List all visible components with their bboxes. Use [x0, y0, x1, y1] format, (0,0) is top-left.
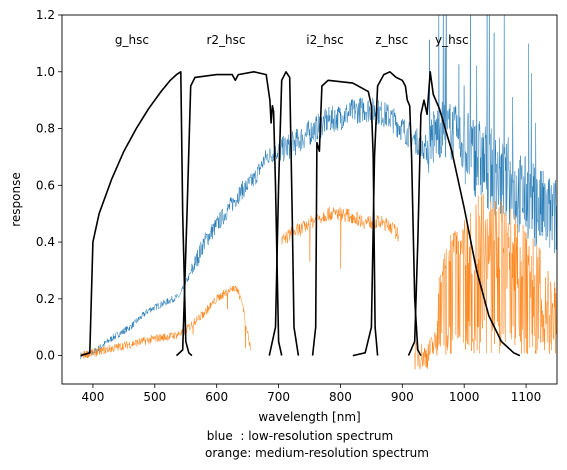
x-tick-label: 1100	[511, 390, 542, 404]
y-tick-label: 0.2	[36, 292, 55, 306]
y-axis-label: response	[9, 172, 23, 227]
y-axis-ticks: 0.0 0.2 0.4 0.6 0.8 1.0 1.2	[36, 8, 62, 363]
axes	[61, 14, 558, 385]
medium-resolution-series-1	[80, 285, 251, 359]
x-tick-label: 1000	[449, 390, 480, 404]
y-tick-label: 0.8	[36, 122, 55, 136]
y-tick-label: 0.0	[36, 349, 55, 363]
y-tick-label: 1.2	[36, 8, 55, 22]
filter-label: z_hsc	[375, 33, 408, 47]
filter-curve-z_hsc	[352, 71, 422, 357]
axes-frame	[61, 14, 558, 385]
caption-line-2: orange: medium-resolution spectrum	[205, 446, 429, 460]
x-axis-label: wavelength [nm]	[258, 410, 360, 424]
x-tick-label: 700	[267, 390, 290, 404]
filter-curve-y_hsc	[407, 71, 521, 357]
filter-curve-g_hsc	[80, 71, 193, 357]
filter-label: r2_hsc	[206, 33, 245, 47]
x-tick-label: 500	[143, 390, 166, 404]
filter-label: g_hsc	[115, 33, 149, 47]
filter-label: y_hsc	[435, 33, 469, 47]
filter-label: i2_hsc	[306, 33, 343, 47]
y-tick-label: 1.0	[36, 65, 55, 79]
medium-resolution-series-3	[414, 193, 557, 370]
x-axis-ticks: 400 500 600 700 800 900 1000 1100	[81, 384, 541, 404]
x-tick-label: 600	[205, 390, 228, 404]
plot-area	[80, 15, 557, 370]
x-tick-label: 800	[329, 390, 352, 404]
x-tick-label: 900	[391, 390, 414, 404]
medium-resolution-series-2	[281, 206, 400, 269]
x-tick-label: 400	[81, 390, 104, 404]
low-resolution-series	[80, 15, 557, 360]
y-tick-label: 0.4	[36, 235, 55, 249]
caption-line-1: blue : low-resolution spectrum	[207, 429, 393, 443]
filter-curve-i2_hsc	[268, 71, 300, 356]
filter-curve-r2_hsc	[175, 71, 283, 357]
y-tick-label: 0.6	[36, 178, 55, 192]
filter-labels: g_hsc r2_hsc i2_hsc z_hsc y_hsc	[115, 33, 469, 47]
